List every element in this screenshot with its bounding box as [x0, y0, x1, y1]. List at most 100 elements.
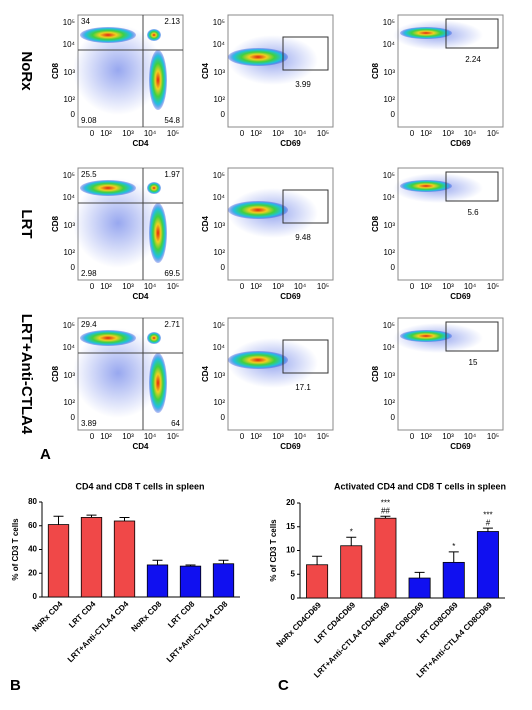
y-tick-label: 0 [71, 413, 76, 422]
quadrant-value: 3.89 [81, 419, 97, 428]
bar [146, 564, 169, 598]
y-tick-label: 40 [28, 545, 37, 554]
x-tick-label: 10³ [442, 129, 454, 138]
x-tick-label: 10³ [272, 432, 284, 441]
y-tick-label: 10³ [63, 221, 75, 230]
bar [47, 524, 70, 598]
y-tick-label: 20 [28, 568, 37, 577]
bar [113, 520, 136, 598]
y-axis-label: CD8 [371, 62, 380, 79]
y-axis-label: CD4 [201, 62, 210, 79]
density-blob [80, 27, 136, 43]
density-blob [147, 182, 161, 194]
y-tick-label: 10³ [63, 371, 75, 380]
gate-value: 15 [469, 358, 478, 367]
y-tick-label: 10⁴ [383, 40, 396, 49]
quadrant-value: 69.5 [164, 269, 180, 278]
y-tick-label: 10⁴ [213, 193, 226, 202]
row-label: LRT [18, 209, 35, 238]
y-axis-label: CD8 [51, 365, 60, 382]
x-tick-label: LRT+Anti-CTLA4 CD8 [165, 599, 230, 664]
x-tick-label: 10⁵ [487, 282, 499, 291]
y-tick-label: 10² [383, 398, 395, 407]
x-tick-label: 10² [250, 282, 262, 291]
panel-label: B [10, 677, 21, 694]
y-tick-label: 10³ [383, 221, 395, 230]
x-tick-label: 10³ [122, 432, 134, 441]
x-tick-label: 10³ [272, 129, 284, 138]
gate [282, 339, 329, 374]
y-tick-label: 10³ [213, 371, 225, 380]
x-tick-label: 10⁴ [144, 432, 157, 441]
x-tick-label: 0 [240, 432, 245, 441]
significance-label: * [452, 542, 455, 551]
y-tick-label: 10² [63, 248, 75, 257]
density-blob [149, 50, 167, 110]
x-tick-label: LRT CD8 [166, 599, 197, 630]
bar [80, 517, 103, 598]
gate [445, 18, 499, 49]
x-tick-label: 10³ [122, 129, 134, 138]
x-tick-label: 10⁵ [317, 129, 329, 138]
y-tick-label: 10² [383, 95, 395, 104]
x-tick-label: 10⁵ [167, 129, 179, 138]
x-tick-label: 10³ [442, 432, 454, 441]
y-tick-label: 0 [221, 413, 226, 422]
y-tick-label: 0 [391, 413, 396, 422]
quadrant-value: 64 [171, 419, 180, 428]
bar [179, 565, 202, 598]
gate-value: 17.1 [295, 383, 311, 392]
y-tick-label: 10² [213, 248, 225, 257]
y-tick-label: 10⁵ [383, 171, 395, 180]
y-tick-label: 10³ [383, 371, 395, 380]
y-tick-label: 0 [221, 110, 226, 119]
error-bar [380, 515, 391, 519]
y-tick-label: 15 [286, 522, 295, 531]
bar [476, 531, 499, 599]
y-tick-label: 10⁴ [213, 343, 226, 352]
x-tick-label: 10² [420, 432, 432, 441]
y-tick-label: 10⁵ [383, 18, 395, 27]
quadrant-value: 29.4 [81, 320, 97, 329]
density-blob [73, 25, 163, 115]
quadrant-value: 25.5 [81, 170, 97, 179]
x-tick-label: 10³ [442, 282, 454, 291]
y-tick-label: 0 [33, 592, 38, 601]
x-tick-label: 0 [410, 129, 415, 138]
gate [282, 36, 329, 71]
density-blob [228, 351, 288, 369]
x-tick-label: NoRx CD4 [30, 599, 64, 633]
x-axis-label: CD4 [132, 292, 149, 301]
bar [340, 545, 363, 599]
x-tick-label: 10⁴ [294, 432, 307, 441]
error-bar [312, 555, 323, 565]
x-tick-label: 10⁵ [167, 432, 179, 441]
x-tick-label: 10² [420, 282, 432, 291]
y-tick-label: 0 [291, 593, 296, 602]
y-axis-label: % of CD3 T cells [11, 518, 20, 581]
error-bar [414, 571, 425, 579]
chart-title: CD4 and CD8 T cells in spleen [75, 481, 204, 491]
bar [374, 517, 397, 599]
density-blob [400, 27, 452, 39]
y-tick-label: 0 [71, 263, 76, 272]
y-tick-label: 10² [63, 398, 75, 407]
x-tick-label: 0 [90, 129, 95, 138]
x-axis-label: CD69 [280, 292, 301, 301]
x-tick-label: 10⁴ [294, 282, 307, 291]
y-tick-label: 10⁴ [63, 193, 76, 202]
x-tick-label: 10² [100, 432, 112, 441]
quadrant-value: 9.08 [81, 116, 97, 125]
y-tick-label: 10⁴ [63, 40, 76, 49]
quadrant-value: 2.71 [164, 320, 180, 329]
y-axis-label: % of CD3 T cells [269, 519, 278, 582]
x-tick-label: 0 [240, 129, 245, 138]
y-tick-label: 10³ [213, 68, 225, 77]
density-blob [147, 29, 161, 41]
quadrant-value: 2.13 [164, 17, 180, 26]
density-blob [149, 203, 167, 263]
y-axis-label: CD4 [201, 365, 210, 382]
x-axis-label: CD4 [132, 442, 149, 451]
y-tick-label: 10² [213, 398, 225, 407]
